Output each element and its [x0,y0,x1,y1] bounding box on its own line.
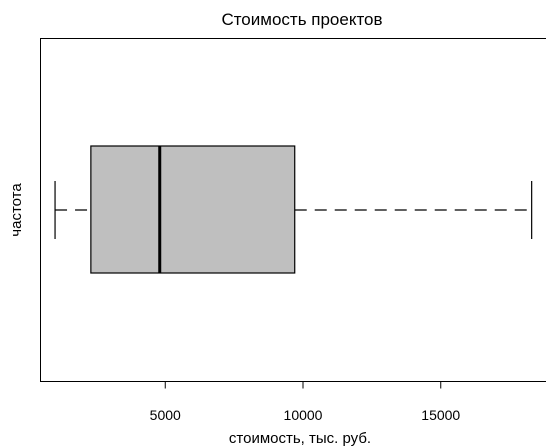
x-tick-label: 5000 [150,407,181,423]
iqr-box [90,145,296,274]
chart-title: Стоимость проектов [221,10,382,29]
boxplot [54,145,533,274]
plot-frame [40,38,546,382]
x-tick-label: 10000 [284,407,323,423]
x-axis-ticks: 5000 10000 15000 [150,381,460,423]
x-tick-label: 15000 [421,407,460,423]
x-axis-label: стоимость, тыс. руб. [229,430,371,447]
y-axis-label: частота [8,183,25,237]
